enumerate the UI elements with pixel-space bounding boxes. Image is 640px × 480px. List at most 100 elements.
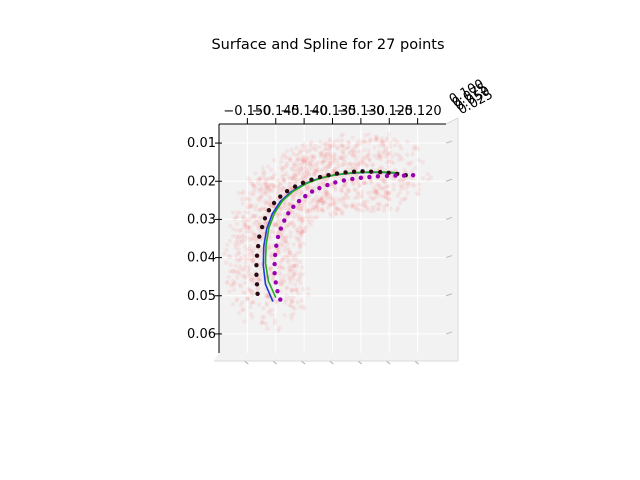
surface-point: [318, 139, 323, 145]
surface-point: [230, 269, 236, 274]
x-tick-label: −0.125: [365, 104, 413, 119]
surface-point: [356, 192, 361, 197]
surface-point: [350, 153, 356, 158]
surface-point: [332, 158, 337, 163]
surface-point: [426, 177, 431, 182]
surface-point: [280, 167, 285, 173]
surface-point: [331, 209, 336, 214]
surface-point: [284, 163, 289, 168]
surface-point: [278, 188, 284, 193]
surface-point: [266, 268, 272, 273]
surface-point: [355, 178, 360, 183]
surface-point: [300, 218, 305, 223]
data-point-points_purple: [309, 189, 315, 194]
data-point-points_dark: [254, 272, 259, 277]
surface-point: [345, 186, 350, 191]
surface-point: [291, 276, 296, 282]
surface-point: [275, 191, 280, 196]
surface-point: [362, 148, 367, 153]
surface-point: [245, 295, 250, 301]
surface-point: [324, 190, 330, 196]
surface-point: [233, 242, 238, 247]
surface-point: [240, 239, 245, 245]
surface-point: [295, 165, 300, 170]
surface-point: [252, 233, 258, 238]
surface-point: [237, 264, 242, 269]
surface-point: [251, 299, 256, 305]
surface-point: [253, 236, 259, 242]
surface-point: [305, 157, 310, 162]
surface-point: [416, 191, 421, 197]
data-point-points_dark: [326, 172, 331, 178]
surface-point: [250, 249, 256, 254]
data-point-points_purple: [350, 176, 355, 182]
surface-point: [395, 205, 401, 211]
surface-point: [258, 277, 263, 282]
surface-point: [302, 199, 307, 205]
surface-point: [303, 157, 308, 163]
surface-point: [272, 321, 278, 326]
surface-point: [394, 208, 400, 213]
surface-point: [276, 222, 282, 228]
surface-point: [295, 172, 301, 177]
surface-point: [322, 187, 328, 192]
surface-point: [331, 184, 337, 190]
surface-point: [354, 202, 359, 208]
surface-point: [401, 181, 407, 187]
surface-point: [305, 209, 311, 214]
surface-point: [248, 276, 254, 282]
surface-point: [279, 155, 284, 161]
surface-point: [251, 256, 257, 262]
series: [254, 169, 416, 302]
surface-point: [280, 234, 286, 240]
surface-point: [279, 165, 284, 170]
surface-point: [234, 257, 240, 262]
surface-point: [247, 266, 252, 271]
surface-point: [243, 209, 248, 215]
surface-point: [317, 207, 322, 212]
surface-point: [262, 220, 267, 225]
surface-point: [295, 230, 301, 235]
surface-point: [325, 142, 330, 147]
surface-point: [338, 188, 344, 193]
surface-point: [387, 140, 393, 146]
surface-point: [384, 203, 390, 208]
surface-point: [263, 189, 269, 195]
surface-point: [379, 193, 384, 199]
surface-point: [237, 282, 243, 288]
surface-point: [294, 178, 300, 183]
surface-point: [345, 162, 350, 167]
surface-point: [292, 282, 298, 288]
surface-point: [289, 313, 294, 318]
surface-point: [340, 143, 345, 149]
surface-point: [304, 224, 309, 230]
surface-point: [294, 189, 300, 195]
surface-point: [289, 210, 294, 215]
data-point-points_purple: [303, 193, 308, 199]
surface-point: [277, 325, 282, 331]
surface-point: [250, 231, 256, 236]
surface-point: [292, 224, 297, 230]
surface-point: [281, 244, 287, 249]
surface-point: [288, 180, 293, 186]
surface-point: [305, 184, 310, 189]
surface-point: [371, 205, 377, 210]
surface-point: [256, 302, 262, 307]
surface-point: [263, 321, 269, 327]
surface-point: [308, 201, 313, 206]
surface-point: [237, 228, 243, 234]
surface-point: [248, 304, 253, 310]
surface-point: [298, 225, 304, 231]
surface-point: [249, 258, 254, 263]
surface-point: [256, 286, 261, 291]
surface-point: [287, 277, 293, 282]
surface-point: [257, 198, 263, 203]
surface-point: [273, 221, 279, 226]
surface-point: [278, 279, 284, 284]
surface-point: [371, 208, 376, 213]
surface-point: [358, 159, 363, 164]
surface-point: [253, 240, 258, 245]
data-point-points_purple: [333, 180, 338, 185]
surface-point: [386, 152, 391, 157]
surface-point: [314, 215, 320, 220]
